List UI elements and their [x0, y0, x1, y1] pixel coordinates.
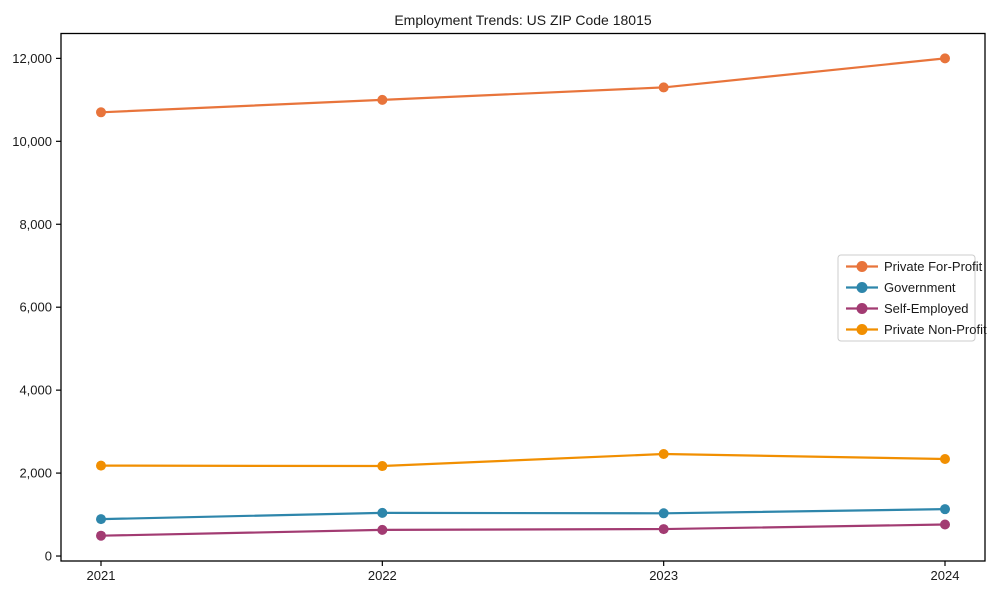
x-tick-label: 2024: [931, 568, 960, 583]
y-tick-label: 6,000: [19, 300, 52, 315]
series-line-private-for-profit: [99, 57, 947, 114]
legend-marker: [856, 282, 868, 293]
data-point-marker: [940, 53, 950, 64]
data-point-marker: [940, 453, 950, 464]
legend: Private For-Profit Government Self-Employe…: [837, 254, 987, 342]
series-layer: [96, 53, 950, 541]
x-tick-label: 2021: [87, 568, 116, 583]
y-tick-label: 0: [45, 549, 52, 564]
data-point-marker: [96, 460, 106, 471]
y-tick-label: 8,000: [19, 217, 52, 232]
data-point-marker: [658, 524, 669, 535]
data-point-marker: [658, 82, 669, 93]
x-tick-label: 2023: [649, 568, 678, 583]
legend-label: Private Non-Profit: [884, 322, 987, 337]
series-line-private-non-profit: [99, 452, 947, 468]
axes-layer: 0 2,000 4,000 6,000 8,000 10,000 12,000 2021 202…: [12, 32, 986, 583]
series-line-government: [99, 508, 947, 521]
legend-marker: [856, 261, 868, 272]
data-point-marker: [940, 519, 950, 530]
y-tick-label: 4,000: [19, 383, 52, 398]
data-point-marker: [96, 107, 106, 118]
data-point-marker: [377, 461, 388, 472]
legend-label: Private For-Profit: [884, 259, 983, 274]
plot-border: [60, 32, 986, 562]
legend-label: Government: [884, 280, 956, 295]
data-point-marker: [96, 514, 106, 525]
data-point-marker: [377, 94, 388, 105]
y-tick-label: 10,000: [12, 134, 52, 149]
y-tick-label: 12,000: [12, 51, 52, 66]
data-point-marker: [940, 504, 950, 515]
data-point-marker: [658, 449, 669, 460]
chart-title: Employment Trends: US ZIP Code 18015: [394, 12, 652, 28]
data-point-marker: [377, 507, 388, 518]
legend-marker: [856, 303, 868, 314]
legend-label: Self-Employed: [884, 301, 969, 316]
data-point-marker: [658, 508, 669, 519]
legend-marker: [856, 324, 868, 335]
legend-box: [837, 254, 976, 342]
x-tick-label: 2022: [368, 568, 397, 583]
series-line-self-employed: [99, 523, 947, 537]
data-point-marker: [377, 524, 388, 535]
y-tick-label: 2,000: [19, 466, 52, 481]
data-point-marker: [96, 530, 106, 541]
